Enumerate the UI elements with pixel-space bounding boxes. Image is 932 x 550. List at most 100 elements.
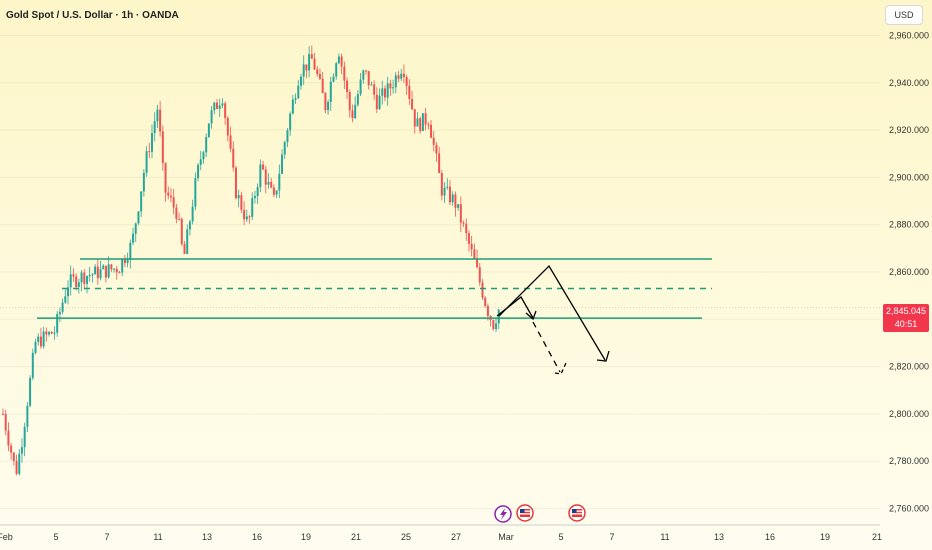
candle	[145, 151, 148, 173]
scenario-arrow-1-dashed-head	[554, 362, 567, 375]
candle	[332, 76, 335, 82]
candle	[232, 148, 235, 168]
candle	[435, 144, 438, 154]
date-tick-label: 13	[202, 532, 212, 542]
candle	[375, 94, 378, 110]
candle	[402, 73, 405, 78]
candle	[313, 58, 316, 70]
candle	[169, 195, 172, 198]
candle	[365, 70, 368, 72]
candle	[213, 102, 216, 111]
candle	[26, 405, 29, 427]
candle	[302, 64, 305, 77]
candle-countdown: 40:51	[894, 319, 918, 329]
candle	[324, 93, 327, 111]
time-axis[interactable]: Feb 5 7 11 13 16 19 21 25 27 Mar 5 7 11 13 16 19 21	[0, 524, 882, 542]
candle	[392, 87, 395, 89]
candle	[457, 204, 460, 208]
candle	[427, 124, 430, 126]
candle	[167, 192, 170, 196]
event-markers[interactable]	[494, 504, 586, 523]
scenario-arrow-2[interactable]	[498, 264, 606, 361]
candle	[39, 336, 42, 347]
candle	[253, 196, 256, 199]
candle	[99, 269, 102, 279]
candle	[178, 218, 181, 220]
price-axis[interactable]: 2,760.000 2,780.000 2,800.000 2,820.000 2,86…	[889, 31, 929, 514]
candle	[343, 66, 346, 81]
candle	[275, 190, 278, 195]
price-tick-label: 2,880.000	[889, 220, 929, 230]
candle	[216, 102, 219, 109]
current-price-tag: 2,845.045 40:51	[883, 304, 929, 332]
us-flag-event-icon[interactable]	[568, 504, 586, 522]
candle	[267, 181, 270, 185]
candle	[348, 92, 351, 111]
candle	[354, 104, 357, 119]
candle	[102, 265, 105, 270]
candle	[243, 209, 246, 220]
date-tick-label: 21	[872, 532, 882, 542]
candle	[299, 76, 302, 86]
price-tick-label: 2,940.000	[889, 78, 929, 88]
candle	[4, 414, 7, 431]
candle	[42, 331, 45, 347]
candle	[467, 233, 470, 244]
candle	[107, 264, 110, 278]
date-tick-label: 25	[401, 532, 411, 542]
symbol-title[interactable]: Gold Spot / U.S. Dollar · 1h · OANDA	[6, 10, 179, 21]
date-tick-label: 19	[301, 532, 311, 542]
price-tick-label: 2,760.000	[889, 504, 929, 514]
candle	[484, 297, 487, 307]
price-tick-label: 2,900.000	[889, 172, 929, 182]
candle	[226, 118, 229, 136]
price-tick-label: 2,780.000	[889, 456, 929, 466]
candle	[359, 79, 362, 95]
candle	[180, 218, 183, 245]
candle	[104, 265, 107, 278]
candle	[448, 186, 451, 203]
candle	[175, 207, 178, 219]
candle	[270, 181, 273, 188]
candle	[113, 268, 116, 270]
date-tick-label: 5	[53, 532, 58, 542]
candle	[58, 311, 61, 315]
candles	[2, 45, 500, 476]
level-lines[interactable]	[37, 258, 712, 319]
scenario-arrow-1-dashed[interactable]	[532, 321, 561, 373]
candle	[34, 342, 37, 353]
candle	[134, 223, 137, 234]
lightning-event-icon[interactable]	[494, 505, 512, 523]
candle	[440, 172, 443, 196]
candle	[473, 249, 476, 259]
candle	[83, 272, 86, 284]
price-tick-label: 2,860.000	[889, 267, 929, 277]
candle	[207, 123, 210, 138]
candle	[23, 426, 26, 448]
candle	[251, 198, 254, 217]
candle	[416, 118, 419, 127]
candle	[218, 105, 221, 109]
candle	[237, 195, 240, 199]
candle	[321, 78, 324, 94]
us-flag-event-icon[interactable]	[516, 504, 534, 522]
date-tick-label: 11	[660, 532, 669, 542]
candle	[61, 302, 64, 312]
candle	[405, 77, 408, 86]
candle	[289, 113, 292, 131]
candle	[305, 64, 308, 71]
candle	[430, 124, 433, 138]
candle	[188, 221, 191, 230]
candle	[378, 95, 381, 110]
candle	[224, 103, 227, 119]
date-tick-label: 7	[609, 532, 614, 542]
currency-button[interactable]: USD	[885, 5, 923, 25]
candle	[318, 74, 321, 79]
candle	[438, 153, 441, 173]
candle	[126, 259, 129, 264]
candle	[340, 56, 343, 67]
projection-arrows[interactable]	[496, 264, 610, 375]
candle	[129, 242, 132, 260]
